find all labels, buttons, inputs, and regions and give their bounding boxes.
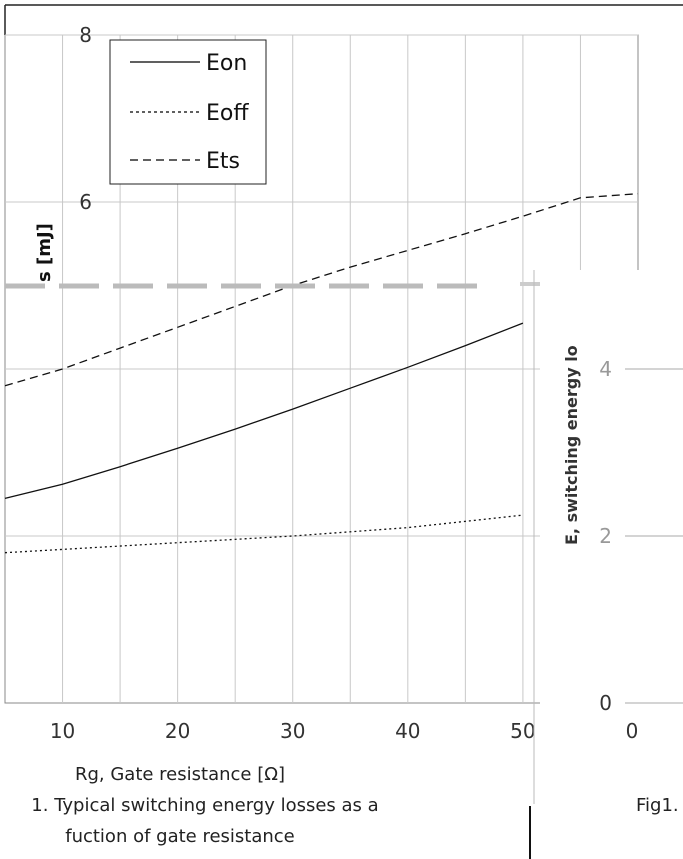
x-tick-30: 30 [280,719,305,743]
y-axis-label: s [mJ] [34,223,55,282]
series-line-eon [4,322,524,500]
legend-label-eon: Eon [206,51,247,76]
y-tick-6: 6 [79,190,92,214]
right-x-tick-0: 0 [626,719,639,743]
right-y-tick-0: 0 [599,691,612,715]
right-y-axis-label: E, switching energy lo [562,345,581,545]
right-panel-background [540,270,683,800]
x-tick-10: 10 [50,719,75,743]
x-axis-label: Rg, Gate resistance [Ω] [75,764,285,785]
legend-label-ets: Ets [206,149,240,174]
right-y-tick-2: 2 [599,524,612,548]
series-line-eoff [4,514,523,554]
right-y-tick-4: 4 [599,357,612,381]
y-tick-8: 8 [79,23,92,47]
legend: Eon Eoff Ets [109,39,267,185]
y-tick-labels: 68 [79,23,92,214]
x-tick-20: 20 [165,719,190,743]
series-group [4,193,639,554]
series-line-ets [4,193,639,387]
caption-line-1: 1. Typical switching energy losses as a [31,795,378,816]
x-tick-labels: 10 20 30 40 50 [50,719,536,743]
legend-label-eoff: Eoff [206,101,249,126]
x-tick-40: 40 [395,719,420,743]
x-tick-50: 50 [510,719,535,743]
caption-line-2: fuction of gate resistance [65,826,295,847]
right-caption-fragment: Fig1. [636,795,679,816]
